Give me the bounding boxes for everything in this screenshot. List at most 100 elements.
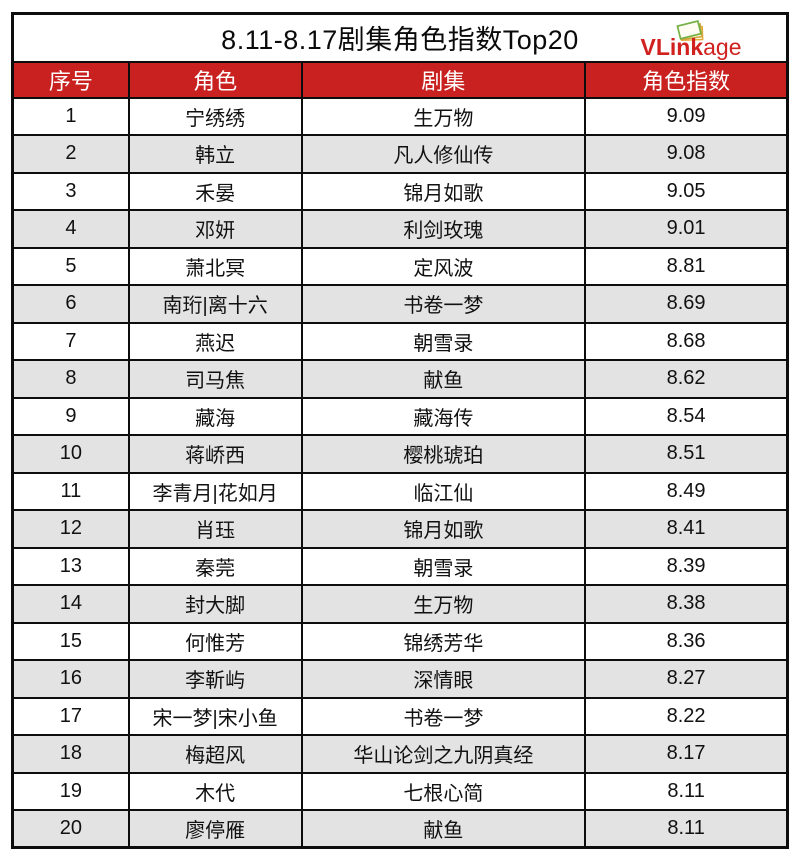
drama-cell: 深情眼 xyxy=(300,659,587,699)
title-row: 8.11-8.17剧集角色指数Top20 VLinkage xyxy=(11,12,789,63)
role-cell: 司马焦 xyxy=(127,359,303,399)
rank-cell: 19 xyxy=(11,771,130,811)
role-cell: 邓妍 xyxy=(127,209,303,249)
drama-cell: 锦月如歌 xyxy=(300,171,587,211)
table-row: 9 藏海 藏海传 8.54 xyxy=(11,396,789,436)
role-cell: 木代 xyxy=(127,771,303,811)
column-header-drama: 剧集 xyxy=(300,60,587,99)
table-row: 6 南珩|离十六 书卷一梦 8.69 xyxy=(11,284,789,324)
table-row: 14 封大脚 生万物 8.38 xyxy=(11,584,789,624)
role-cell: 梅超风 xyxy=(127,734,303,774)
index-cell: 8.39 xyxy=(584,546,789,586)
logo-text: VLinkage xyxy=(632,36,750,59)
role-cell: 宋一梦|宋小鱼 xyxy=(127,696,303,736)
role-cell: 蒋峤西 xyxy=(127,434,303,474)
rank-cell: 9 xyxy=(11,396,130,436)
index-cell: 9.01 xyxy=(584,209,789,249)
index-cell: 8.49 xyxy=(584,471,789,511)
index-cell: 8.22 xyxy=(584,696,789,736)
rank-cell: 14 xyxy=(11,584,130,624)
table-row: 15 何惟芳 锦绣芳华 8.36 xyxy=(11,621,789,661)
role-cell: 燕迟 xyxy=(127,321,303,361)
rank-cell: 13 xyxy=(11,546,130,586)
index-cell: 8.36 xyxy=(584,621,789,661)
index-cell: 8.68 xyxy=(584,321,789,361)
ranking-table: 8.11-8.17剧集角色指数Top20 VLinkage xyxy=(11,12,789,849)
table-row: 20 廖停雁 献鱼 8.11 xyxy=(11,809,789,849)
rank-cell: 6 xyxy=(11,284,130,324)
logo-text-light: age xyxy=(703,34,742,60)
drama-cell: 书卷一梦 xyxy=(300,696,587,736)
index-cell: 8.11 xyxy=(584,809,789,849)
role-cell: 李靳屿 xyxy=(127,659,303,699)
page-title: 8.11-8.17剧集角色指数Top20 xyxy=(221,25,579,56)
role-cell: 秦莞 xyxy=(127,546,303,586)
rank-cell: 8 xyxy=(11,359,130,399)
index-cell: 9.08 xyxy=(584,134,789,174)
drama-cell: 生万物 xyxy=(300,96,587,136)
table-row: 13 秦莞 朝雪录 8.39 xyxy=(11,546,789,586)
table-row: 10 蒋峤西 樱桃琥珀 8.51 xyxy=(11,434,789,474)
rank-cell: 4 xyxy=(11,209,130,249)
vlinkage-logo: VLinkage xyxy=(632,19,750,60)
index-cell: 8.51 xyxy=(584,434,789,474)
role-cell: 封大脚 xyxy=(127,584,303,624)
drama-cell: 利剑玫瑰 xyxy=(300,209,587,249)
rank-cell: 20 xyxy=(11,809,130,849)
table-row: 8 司马焦 献鱼 8.62 xyxy=(11,359,789,399)
table-row: 4 邓妍 利剑玫瑰 9.01 xyxy=(11,209,789,249)
table-row: 12 肖珏 锦月如歌 8.41 xyxy=(11,509,789,549)
table-row: 19 木代 七根心简 8.11 xyxy=(11,771,789,811)
table-body: 1 宁绣绣 生万物 9.09 2 韩立 凡人修仙传 9.08 3 禾晏 锦月如歌 9.05 4 邓妍 利剑玫… xyxy=(11,96,789,849)
rank-cell: 7 xyxy=(11,321,130,361)
role-cell: 藏海 xyxy=(127,396,303,436)
drama-cell: 锦月如歌 xyxy=(300,509,587,549)
column-header-rank: 序号 xyxy=(11,60,130,99)
drama-cell: 书卷一梦 xyxy=(300,284,587,324)
drama-cell: 藏海传 xyxy=(300,396,587,436)
role-cell: 南珩|离十六 xyxy=(127,284,303,324)
drama-cell: 朝雪录 xyxy=(300,321,587,361)
role-cell: 禾晏 xyxy=(127,171,303,211)
index-cell: 8.38 xyxy=(584,584,789,624)
role-cell: 肖珏 xyxy=(127,509,303,549)
role-cell: 宁绣绣 xyxy=(127,96,303,136)
role-cell: 韩立 xyxy=(127,134,303,174)
table-row: 17 宋一梦|宋小鱼 书卷一梦 8.22 xyxy=(11,696,789,736)
drama-cell: 生万物 xyxy=(300,584,587,624)
table-row: 11 李青月|花如月 临江仙 8.49 xyxy=(11,471,789,511)
drama-cell: 锦绣芳华 xyxy=(300,621,587,661)
column-header-index: 角色指数 xyxy=(584,60,789,99)
drama-cell: 凡人修仙传 xyxy=(300,134,587,174)
drama-cell: 献鱼 xyxy=(300,809,587,849)
drama-cell: 献鱼 xyxy=(300,359,587,399)
table-row: 16 李靳屿 深情眼 8.27 xyxy=(11,659,789,699)
index-cell: 8.54 xyxy=(584,396,789,436)
role-cell: 廖停雁 xyxy=(127,809,303,849)
index-cell: 8.62 xyxy=(584,359,789,399)
drama-cell: 华山论剑之九阴真经 xyxy=(300,734,587,774)
drama-cell: 朝雪录 xyxy=(300,546,587,586)
rank-cell: 17 xyxy=(11,696,130,736)
drama-cell: 临江仙 xyxy=(300,471,587,511)
drama-cell: 定风波 xyxy=(300,246,587,286)
index-cell: 8.27 xyxy=(584,659,789,699)
table-row: 1 宁绣绣 生万物 9.09 xyxy=(11,96,789,136)
rank-cell: 3 xyxy=(11,171,130,211)
rank-cell: 12 xyxy=(11,509,130,549)
rank-cell: 10 xyxy=(11,434,130,474)
table-row: 2 韩立 凡人修仙传 9.08 xyxy=(11,134,789,174)
table-row: 5 萧北冥 定风波 8.81 xyxy=(11,246,789,286)
role-cell: 萧北冥 xyxy=(127,246,303,286)
role-cell: 李青月|花如月 xyxy=(127,471,303,511)
rank-cell: 15 xyxy=(11,621,130,661)
rank-cell: 5 xyxy=(11,246,130,286)
rank-cell: 18 xyxy=(11,734,130,774)
index-cell: 8.17 xyxy=(584,734,789,774)
column-header-row: 序号 角色 剧集 角色指数 xyxy=(11,60,789,99)
index-cell: 8.11 xyxy=(584,771,789,811)
table-row: 18 梅超风 华山论剑之九阴真经 8.17 xyxy=(11,734,789,774)
index-cell: 8.41 xyxy=(584,509,789,549)
logo-text-bold: VLink xyxy=(640,34,704,60)
